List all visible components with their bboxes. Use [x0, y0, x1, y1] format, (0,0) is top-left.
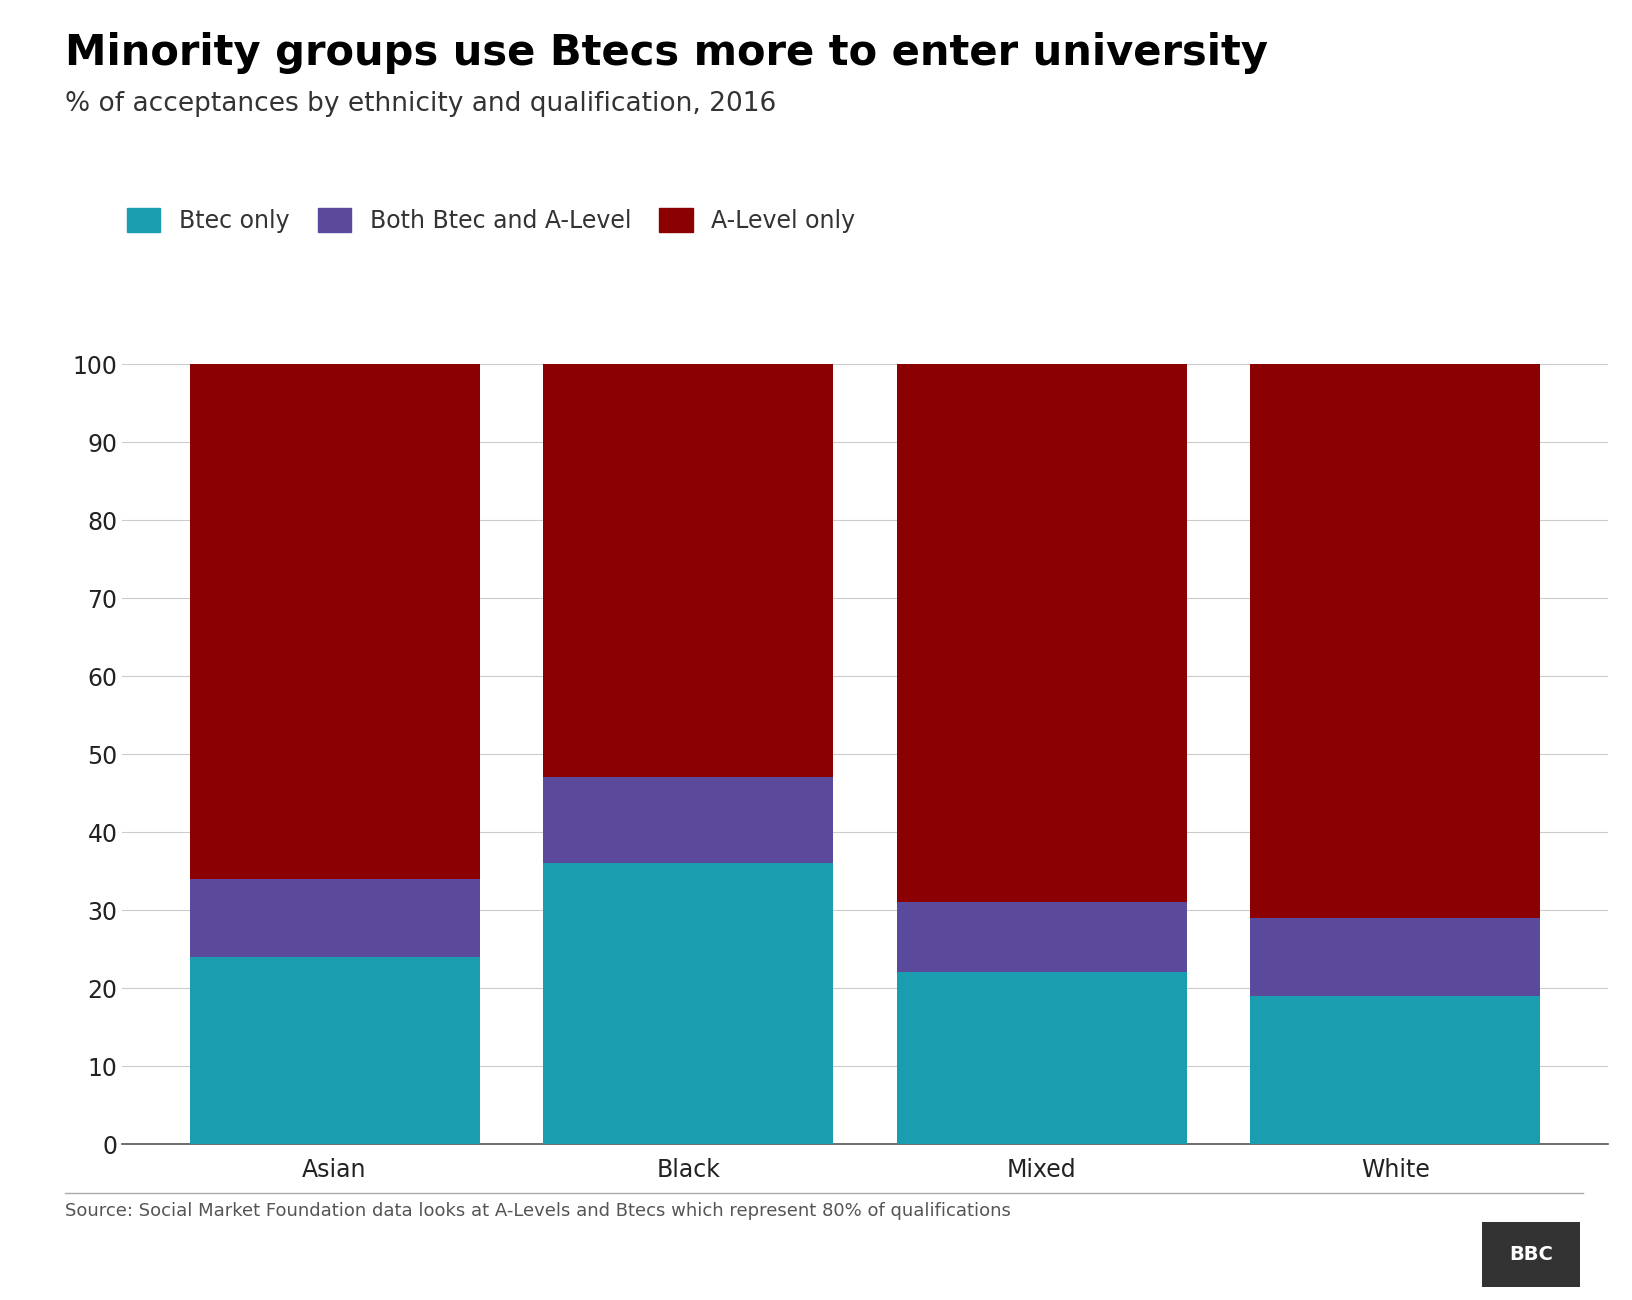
Bar	[543, 777, 832, 863]
Bar	[189, 364, 480, 879]
Text: BBC: BBC	[1510, 1245, 1552, 1264]
Bar	[543, 364, 832, 777]
Bar	[896, 902, 1186, 972]
Bar	[189, 957, 480, 1144]
Text: Minority groups use Btecs more to enter university: Minority groups use Btecs more to enter …	[65, 32, 1268, 74]
Bar	[1250, 918, 1541, 996]
Bar	[1250, 364, 1541, 918]
Bar	[896, 972, 1186, 1144]
Text: Source: Social Market Foundation data looks at A-Levels and Btecs which represen: Source: Social Market Foundation data lo…	[65, 1202, 1012, 1221]
Bar	[1250, 996, 1541, 1144]
Bar	[896, 364, 1186, 902]
Legend: Btec only, Both Btec and A-Level, A-Level only: Btec only, Both Btec and A-Level, A-Leve…	[127, 208, 855, 233]
Text: % of acceptances by ethnicity and qualification, 2016: % of acceptances by ethnicity and qualif…	[65, 91, 777, 117]
Bar	[189, 879, 480, 957]
Bar	[543, 863, 832, 1144]
